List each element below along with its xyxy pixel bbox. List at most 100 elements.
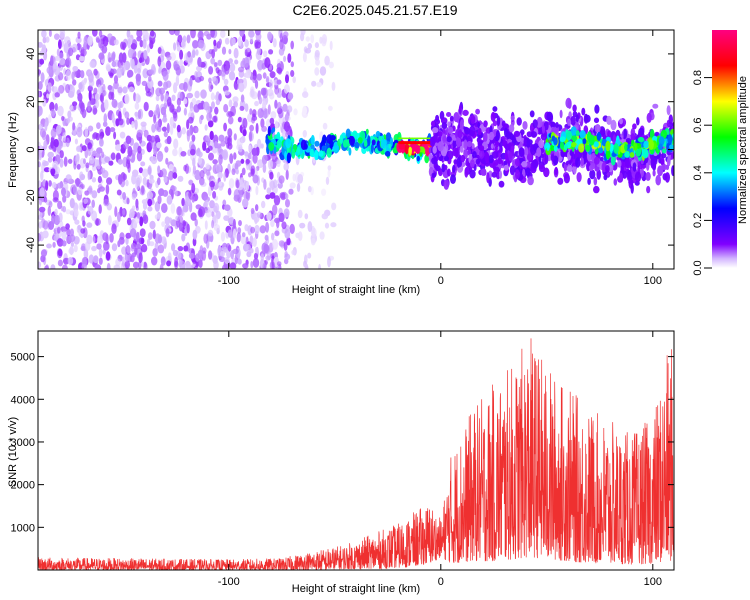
spectrogram-cell	[331, 81, 336, 91]
spectrogram-cell	[98, 39, 103, 49]
spectrogram-cell	[666, 105, 671, 116]
spectrogram-cell	[443, 179, 450, 190]
spectrogram-cell	[280, 193, 287, 201]
spectrogram-cell	[137, 261, 142, 269]
spectrogram-cell	[318, 263, 322, 269]
spectrogram-cell	[148, 241, 155, 247]
spectrogram-cell	[157, 165, 161, 174]
spectrogram-cell	[585, 144, 591, 152]
spectrogram-cell	[179, 49, 184, 60]
spectrogram-cell	[50, 264, 56, 269]
spectrogram-cell	[619, 118, 623, 125]
spectrogram-cell	[147, 206, 153, 212]
spectrogram-cell	[220, 231, 226, 242]
spectrogram-cell	[302, 52, 307, 63]
spectrogram-cell	[282, 103, 288, 112]
spectrogram-cell	[191, 49, 196, 58]
spectrogram-cell	[252, 153, 258, 164]
spectrogram-cell	[134, 119, 138, 130]
spectrogram-cell	[56, 182, 64, 189]
spectrogram-cell	[544, 153, 549, 165]
spectrogram-cell	[252, 109, 257, 118]
spectrogram-cell	[455, 136, 462, 148]
spectrogram-cell	[38, 41, 43, 48]
spectrogram-cell	[532, 119, 538, 129]
spectrogram-cell	[290, 61, 294, 68]
spectrogram-cell	[91, 133, 96, 140]
spectrogram-cell	[593, 176, 598, 186]
spectrogram-cell	[328, 61, 334, 69]
spectrogram-cell	[57, 226, 61, 234]
spectrogram-cell	[245, 243, 251, 252]
spectrogram-cell	[276, 261, 282, 267]
spectrogram-cell	[479, 145, 485, 152]
spectrogram-cell	[215, 99, 221, 106]
spectrogram-cell	[38, 149, 42, 161]
spectrogram-cell	[38, 161, 41, 168]
spectrogram-cell	[169, 124, 174, 136]
spectrogram-ticks: -100 0 100 -40 -20 0 20 40	[25, 30, 674, 287]
spectrogram-cell	[63, 156, 68, 167]
spectrogram-cell	[593, 141, 599, 148]
spectrogram-cell	[594, 104, 600, 114]
spectrogram-cell	[51, 214, 56, 226]
spectrogram-cell	[314, 140, 320, 147]
spectrogram-cell	[508, 124, 515, 133]
spectrogram-cell	[183, 98, 188, 105]
spectrogram-cell	[446, 136, 452, 143]
spectrogram-cell	[39, 187, 45, 198]
spectrogram-cell	[265, 77, 269, 84]
spectrogram-cell	[496, 115, 501, 127]
spectrogram-cell	[321, 37, 327, 47]
spectrogram-cell	[126, 217, 132, 226]
spectrogram-cell	[211, 48, 216, 59]
spectrogram-cell	[572, 104, 577, 113]
spectrogram-cell	[255, 30, 261, 36]
spectrogram-cell	[48, 114, 52, 124]
spectrogram-cell	[47, 205, 51, 216]
spectrogram-cell	[494, 135, 500, 142]
spectrogram-cell	[302, 91, 309, 98]
spectrogram-cell	[98, 248, 103, 258]
spectrogram-x-tick-label: 0	[438, 275, 444, 287]
spectrogram-cell	[158, 87, 166, 95]
spectrogram-y-tick-label: -20	[25, 189, 37, 205]
spectrogram-cell	[171, 108, 178, 115]
spectrogram-cell	[293, 108, 298, 116]
spectrogram-cell	[227, 229, 233, 238]
spectrogram-cell	[241, 167, 246, 176]
spectrogram-cell	[316, 82, 322, 88]
spectrogram-cell	[522, 121, 528, 130]
spectrogram-cell	[447, 168, 451, 177]
spectrogram-cell	[526, 139, 533, 145]
spectrogram-cell	[179, 59, 184, 67]
spectrogram-cell	[185, 163, 189, 175]
spectrogram-cell	[554, 166, 558, 176]
spectrogram-cell	[172, 172, 178, 179]
spectrogram-cell	[640, 166, 644, 178]
spectrogram-cell	[73, 209, 79, 218]
spectrogram-cell	[192, 237, 197, 247]
spectrogram-cell	[142, 39, 147, 49]
spectrogram-cell	[102, 36, 109, 47]
spectrogram-cell	[321, 145, 327, 151]
spectrogram-cell	[213, 62, 218, 68]
spectrogram-cell	[164, 146, 169, 153]
spectrogram-cell	[122, 192, 126, 200]
spectrogram-cell	[96, 243, 102, 250]
spectrogram-cell	[310, 237, 316, 246]
spectrogram-cell	[229, 153, 234, 165]
spectrogram-cell	[118, 52, 124, 63]
spectrogram-cell	[261, 200, 266, 209]
spectrogram-cell	[51, 182, 57, 189]
spectrogram-cell	[125, 245, 131, 255]
spectrogram-cell	[63, 257, 70, 265]
spectrogram-cell	[224, 256, 230, 265]
spectrogram-cell	[526, 153, 533, 161]
spectrogram-cell	[118, 111, 122, 122]
spectrogram-cell	[191, 183, 196, 194]
spectrogram-cell	[114, 206, 118, 218]
spectrogram-cell	[165, 94, 169, 100]
spectrogram-cell	[345, 128, 351, 138]
spectrogram-cell	[173, 42, 177, 51]
